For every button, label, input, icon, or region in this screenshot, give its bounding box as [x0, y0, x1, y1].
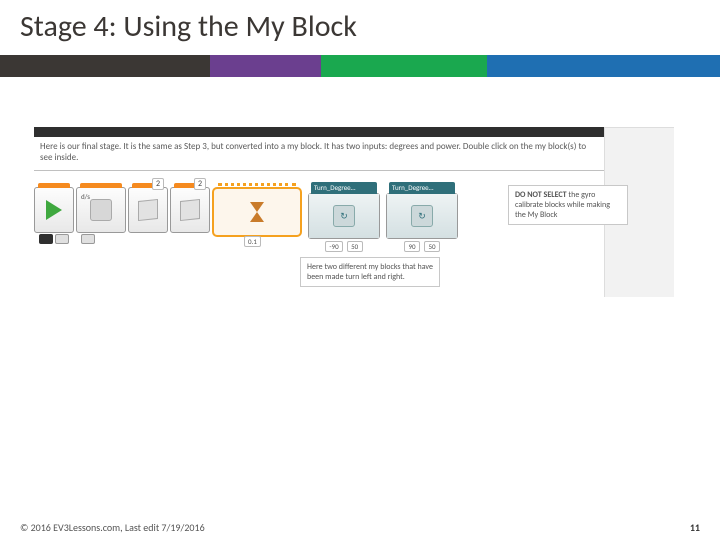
underline-segment-dark — [0, 55, 210, 77]
underline-segment-blue — [487, 55, 720, 77]
port-box-light — [55, 234, 69, 244]
port-indicator — [81, 234, 95, 244]
note-right-bold: DO NOT SELECT — [515, 190, 567, 200]
myblock-2-param-power: 50 — [424, 241, 440, 252]
port-box — [39, 234, 53, 244]
program-row: d/s 2 2 — [34, 187, 458, 239]
description-text: Here is our final stage. It is the same … — [40, 141, 586, 163]
description-box: Here is our final stage. It is the same … — [34, 127, 604, 171]
myblock-2-param-degrees: 90 — [404, 241, 420, 252]
port-box-light — [81, 234, 95, 244]
rotate-glyph: ↻ — [418, 211, 426, 222]
myblock-2[interactable]: Turn_Degree… ↻ 90 50 — [386, 193, 458, 239]
myblock-1-params: -90 50 — [313, 241, 375, 252]
wait-param: 0.1 — [244, 236, 261, 247]
myblock-1-param-power: 50 — [347, 241, 363, 252]
numeric-block-2[interactable]: 2 — [170, 187, 210, 233]
myblock-1-title: Turn_Degree… — [311, 182, 377, 194]
myblock-1[interactable]: Turn_Degree… ↻ -90 50 — [308, 193, 380, 239]
underline-segment-purple — [210, 55, 321, 77]
note-middle-text: Here two different my blocks that have b… — [307, 262, 433, 282]
content-area: Here is our final stage. It is the same … — [0, 77, 720, 487]
numeric-block-1[interactable]: 2 — [128, 187, 168, 233]
cube-icon — [138, 199, 158, 221]
myblock-rotate-icon: ↻ — [411, 205, 433, 227]
page-title: Stage 4: Using the My Block — [20, 8, 700, 45]
note-middle: Here two different my blocks that have b… — [300, 257, 440, 287]
loop-top-dotted — [218, 183, 296, 189]
start-block[interactable] — [34, 187, 74, 233]
wait-block[interactable]: 0.1 — [236, 190, 278, 234]
loop-container[interactable]: 0.1 — [212, 187, 302, 237]
note-right: DO NOT SELECT the gyro calibrate blocks … — [508, 185, 628, 225]
underline-segment-green — [321, 55, 487, 77]
title-underline — [0, 55, 720, 77]
footer: © 2016 EV3Lessons.com, Last edit 7/19/20… — [20, 521, 700, 534]
gyro-icon — [90, 199, 112, 221]
rotate-glyph: ↻ — [340, 211, 348, 222]
footer-copyright: © 2016 EV3Lessons.com, Last edit 7/19/20… — [20, 521, 205, 534]
page-number: 11 — [690, 521, 700, 534]
title-area: Stage 4: Using the My Block — [0, 0, 720, 55]
myblock-2-params: 90 50 — [391, 241, 453, 252]
port-indicator — [39, 234, 69, 244]
gyro-rate-label: d/s — [81, 192, 90, 201]
myblock-1-param-degrees: -90 — [325, 241, 342, 252]
myblock-2-title: Turn_Degree… — [389, 182, 455, 194]
play-icon — [46, 200, 62, 220]
cube-icon — [180, 199, 200, 221]
hourglass-icon — [250, 202, 264, 222]
myblock-rotate-icon: ↻ — [333, 205, 355, 227]
gyro-rate-block[interactable]: d/s — [76, 187, 126, 233]
